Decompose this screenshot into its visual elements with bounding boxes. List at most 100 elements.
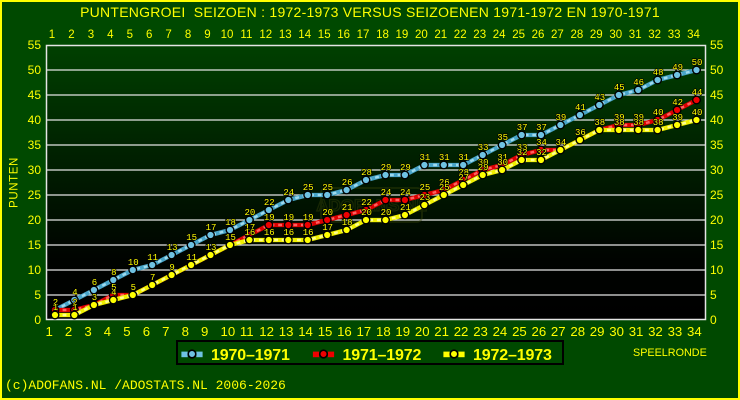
svg-text:10: 10 bbox=[221, 29, 234, 41]
svg-text:20: 20 bbox=[322, 208, 333, 218]
svg-text:1: 1 bbox=[46, 324, 53, 339]
svg-text:32: 32 bbox=[648, 324, 663, 339]
svg-text:33: 33 bbox=[478, 143, 489, 153]
svg-text:7: 7 bbox=[162, 324, 169, 339]
svg-text:(c)ADOFANS.NL /ADOSTATS.NL 200: (c)ADOFANS.NL /ADOSTATS.NL 2006-2026 bbox=[5, 378, 286, 393]
svg-text:6: 6 bbox=[146, 29, 152, 41]
svg-text:25: 25 bbox=[512, 29, 525, 41]
svg-text:13: 13 bbox=[167, 243, 178, 253]
svg-text:15: 15 bbox=[186, 233, 197, 243]
svg-text:9: 9 bbox=[169, 263, 174, 273]
svg-text:9: 9 bbox=[204, 29, 210, 41]
svg-text:16: 16 bbox=[337, 29, 350, 41]
svg-text:5: 5 bbox=[131, 283, 136, 293]
svg-text:40: 40 bbox=[28, 113, 42, 127]
svg-text:21: 21 bbox=[434, 324, 449, 339]
svg-text:8: 8 bbox=[185, 29, 191, 41]
svg-text:20: 20 bbox=[415, 324, 430, 339]
svg-text:27: 27 bbox=[458, 173, 469, 183]
svg-text:4: 4 bbox=[104, 324, 111, 339]
svg-text:16: 16 bbox=[283, 228, 294, 238]
svg-text:1: 1 bbox=[53, 303, 58, 313]
svg-text:50: 50 bbox=[710, 63, 724, 77]
svg-text:34: 34 bbox=[687, 29, 700, 41]
svg-text:23: 23 bbox=[473, 29, 486, 41]
svg-text:19: 19 bbox=[283, 213, 294, 223]
svg-text:30: 30 bbox=[497, 158, 508, 168]
svg-text:22: 22 bbox=[454, 29, 467, 41]
svg-text:13: 13 bbox=[279, 29, 292, 41]
svg-text:22: 22 bbox=[264, 198, 275, 208]
svg-text:18: 18 bbox=[342, 218, 353, 228]
svg-text:39: 39 bbox=[614, 113, 625, 123]
svg-text:31: 31 bbox=[629, 29, 642, 41]
svg-text:37: 37 bbox=[517, 123, 528, 133]
svg-text:28: 28 bbox=[570, 324, 585, 339]
svg-text:38: 38 bbox=[594, 118, 605, 128]
svg-text:5: 5 bbox=[710, 288, 717, 302]
svg-text:3: 3 bbox=[84, 324, 91, 339]
svg-text:9: 9 bbox=[169, 263, 174, 273]
svg-text:PUNTENGROEI SEIZOEN : 1972-19: PUNTENGROEI SEIZOEN : 1972-1973 VERSUS S… bbox=[80, 4, 660, 20]
svg-text:5: 5 bbox=[111, 283, 116, 293]
svg-text:5: 5 bbox=[131, 283, 136, 293]
svg-text:29: 29 bbox=[400, 163, 411, 173]
svg-text:40: 40 bbox=[710, 113, 724, 127]
svg-text:SPEELRONDE: SPEELRONDE bbox=[633, 347, 707, 359]
svg-text:18: 18 bbox=[225, 218, 236, 228]
svg-text:18: 18 bbox=[376, 29, 389, 41]
svg-text:24: 24 bbox=[381, 188, 392, 198]
svg-text:8: 8 bbox=[182, 324, 189, 339]
svg-text:4: 4 bbox=[72, 288, 77, 298]
svg-text:5: 5 bbox=[123, 324, 130, 339]
svg-text:5: 5 bbox=[127, 29, 133, 41]
svg-text:21: 21 bbox=[342, 203, 353, 213]
svg-text:16: 16 bbox=[303, 228, 314, 238]
svg-text:30: 30 bbox=[710, 163, 724, 177]
svg-text:19: 19 bbox=[264, 213, 275, 223]
svg-text:17: 17 bbox=[357, 29, 370, 41]
svg-text:1972–1973: 1972–1973 bbox=[473, 347, 552, 364]
svg-text:20: 20 bbox=[244, 208, 255, 218]
svg-text:2: 2 bbox=[53, 298, 58, 308]
svg-text:15: 15 bbox=[318, 29, 331, 41]
svg-text:17: 17 bbox=[206, 223, 217, 233]
svg-text:34: 34 bbox=[555, 138, 566, 148]
svg-text:25: 25 bbox=[419, 183, 430, 193]
svg-text:16: 16 bbox=[264, 228, 275, 238]
svg-text:31: 31 bbox=[458, 153, 469, 163]
svg-text:15: 15 bbox=[710, 238, 724, 252]
svg-text:26: 26 bbox=[439, 178, 450, 188]
svg-text:26: 26 bbox=[532, 324, 547, 339]
svg-text:15: 15 bbox=[225, 233, 236, 243]
svg-text:42: 42 bbox=[672, 98, 683, 108]
svg-text:10: 10 bbox=[128, 258, 139, 268]
svg-text:26: 26 bbox=[532, 29, 545, 41]
svg-text:38: 38 bbox=[633, 118, 644, 128]
svg-text:12: 12 bbox=[259, 324, 274, 339]
svg-text:33: 33 bbox=[668, 324, 683, 339]
svg-text:17: 17 bbox=[357, 324, 372, 339]
svg-text:14: 14 bbox=[298, 324, 313, 339]
svg-text:30: 30 bbox=[609, 29, 622, 41]
svg-text:3: 3 bbox=[88, 29, 94, 41]
svg-text:28: 28 bbox=[361, 168, 372, 178]
svg-text:46: 46 bbox=[633, 78, 644, 88]
svg-text:27: 27 bbox=[551, 29, 564, 41]
svg-text:31: 31 bbox=[629, 324, 644, 339]
svg-text:1970–1971: 1970–1971 bbox=[211, 347, 290, 364]
svg-text:15: 15 bbox=[225, 233, 236, 243]
svg-text:20: 20 bbox=[381, 208, 392, 218]
svg-text:29: 29 bbox=[590, 29, 603, 41]
svg-text:36: 36 bbox=[575, 128, 586, 138]
svg-text:11: 11 bbox=[240, 29, 252, 41]
svg-text:26: 26 bbox=[342, 178, 353, 188]
svg-text:27: 27 bbox=[551, 324, 566, 339]
svg-text:32: 32 bbox=[536, 148, 547, 158]
svg-text:2: 2 bbox=[65, 324, 72, 339]
svg-text:13: 13 bbox=[279, 324, 294, 339]
svg-text:40: 40 bbox=[692, 108, 703, 118]
svg-text:18: 18 bbox=[376, 324, 391, 339]
svg-text:24: 24 bbox=[493, 324, 508, 339]
svg-text:7: 7 bbox=[165, 29, 171, 41]
